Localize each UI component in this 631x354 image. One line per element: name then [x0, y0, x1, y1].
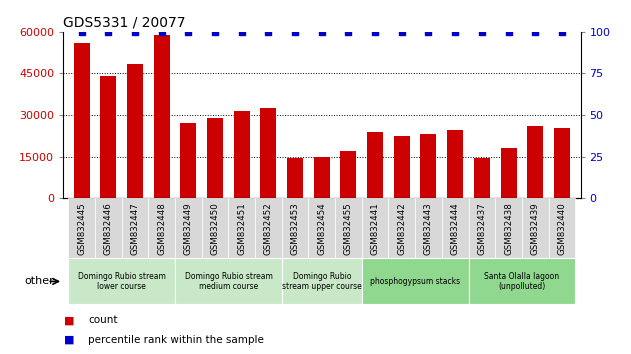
Point	[103, 29, 114, 35]
Text: percentile rank within the sample: percentile rank within the sample	[88, 335, 264, 345]
Bar	[127, 64, 143, 198]
Text: ■: ■	[64, 315, 74, 325]
Bar	[234, 111, 250, 198]
Text: GSM832453: GSM832453	[291, 202, 300, 255]
Text: other: other	[24, 276, 54, 286]
Text: GSM832440: GSM832440	[557, 202, 567, 255]
Text: GSM832445: GSM832445	[77, 202, 86, 255]
Bar	[314, 156, 330, 198]
Point	[290, 29, 300, 35]
Text: GSM832443: GSM832443	[424, 202, 433, 255]
Text: GSM832439: GSM832439	[531, 202, 540, 255]
Text: Domingo Rubio
stream upper course: Domingo Rubio stream upper course	[282, 272, 362, 291]
Point	[210, 29, 220, 35]
Text: GSM832441: GSM832441	[370, 202, 380, 255]
Point	[423, 29, 433, 35]
Bar	[500, 148, 517, 198]
Bar	[367, 132, 383, 198]
Text: GSM832446: GSM832446	[104, 202, 113, 255]
Bar	[527, 126, 543, 198]
Text: Domingo Rubio stream
medium course: Domingo Rubio stream medium course	[184, 272, 273, 291]
Text: GSM832437: GSM832437	[477, 202, 487, 255]
Bar	[261, 108, 276, 198]
Point	[130, 29, 140, 35]
Text: GSM832451: GSM832451	[237, 202, 246, 255]
Bar	[100, 76, 117, 198]
Point	[477, 29, 487, 35]
Text: GSM832452: GSM832452	[264, 202, 273, 255]
Point	[317, 29, 327, 35]
Bar	[447, 130, 463, 198]
Point	[450, 29, 460, 35]
Bar	[420, 135, 437, 198]
Point	[504, 29, 514, 35]
Point	[77, 29, 87, 35]
Bar	[207, 118, 223, 198]
Bar	[341, 151, 357, 198]
Bar	[180, 124, 196, 198]
Point	[263, 29, 273, 35]
Text: Domingo Rubio stream
lower course: Domingo Rubio stream lower course	[78, 272, 166, 291]
Text: GSM832455: GSM832455	[344, 202, 353, 255]
Point	[530, 29, 540, 35]
Text: Santa Olalla lagoon
(unpolluted): Santa Olalla lagoon (unpolluted)	[484, 272, 560, 291]
Text: GSM832454: GSM832454	[317, 202, 326, 255]
Point	[397, 29, 407, 35]
Text: phosphogypsum stacks: phosphogypsum stacks	[370, 277, 460, 286]
Point	[156, 29, 167, 35]
Bar	[287, 158, 303, 198]
Text: GSM832444: GSM832444	[451, 202, 459, 255]
Text: GSM832449: GSM832449	[184, 202, 193, 255]
Text: GDS5331 / 20077: GDS5331 / 20077	[63, 15, 186, 29]
Bar	[154, 35, 170, 198]
Text: count: count	[88, 315, 118, 325]
Text: GSM832438: GSM832438	[504, 202, 513, 255]
Point	[370, 29, 380, 35]
Bar	[554, 127, 570, 198]
Text: ■: ■	[64, 335, 74, 345]
Text: GSM832442: GSM832442	[398, 202, 406, 255]
Point	[343, 29, 353, 35]
Text: GSM832450: GSM832450	[211, 202, 220, 255]
Text: GSM832448: GSM832448	[157, 202, 167, 255]
Bar	[474, 158, 490, 198]
Bar	[74, 43, 90, 198]
Bar	[394, 136, 410, 198]
Text: GSM832447: GSM832447	[131, 202, 139, 255]
Point	[184, 29, 194, 35]
Point	[237, 29, 247, 35]
Point	[557, 29, 567, 35]
